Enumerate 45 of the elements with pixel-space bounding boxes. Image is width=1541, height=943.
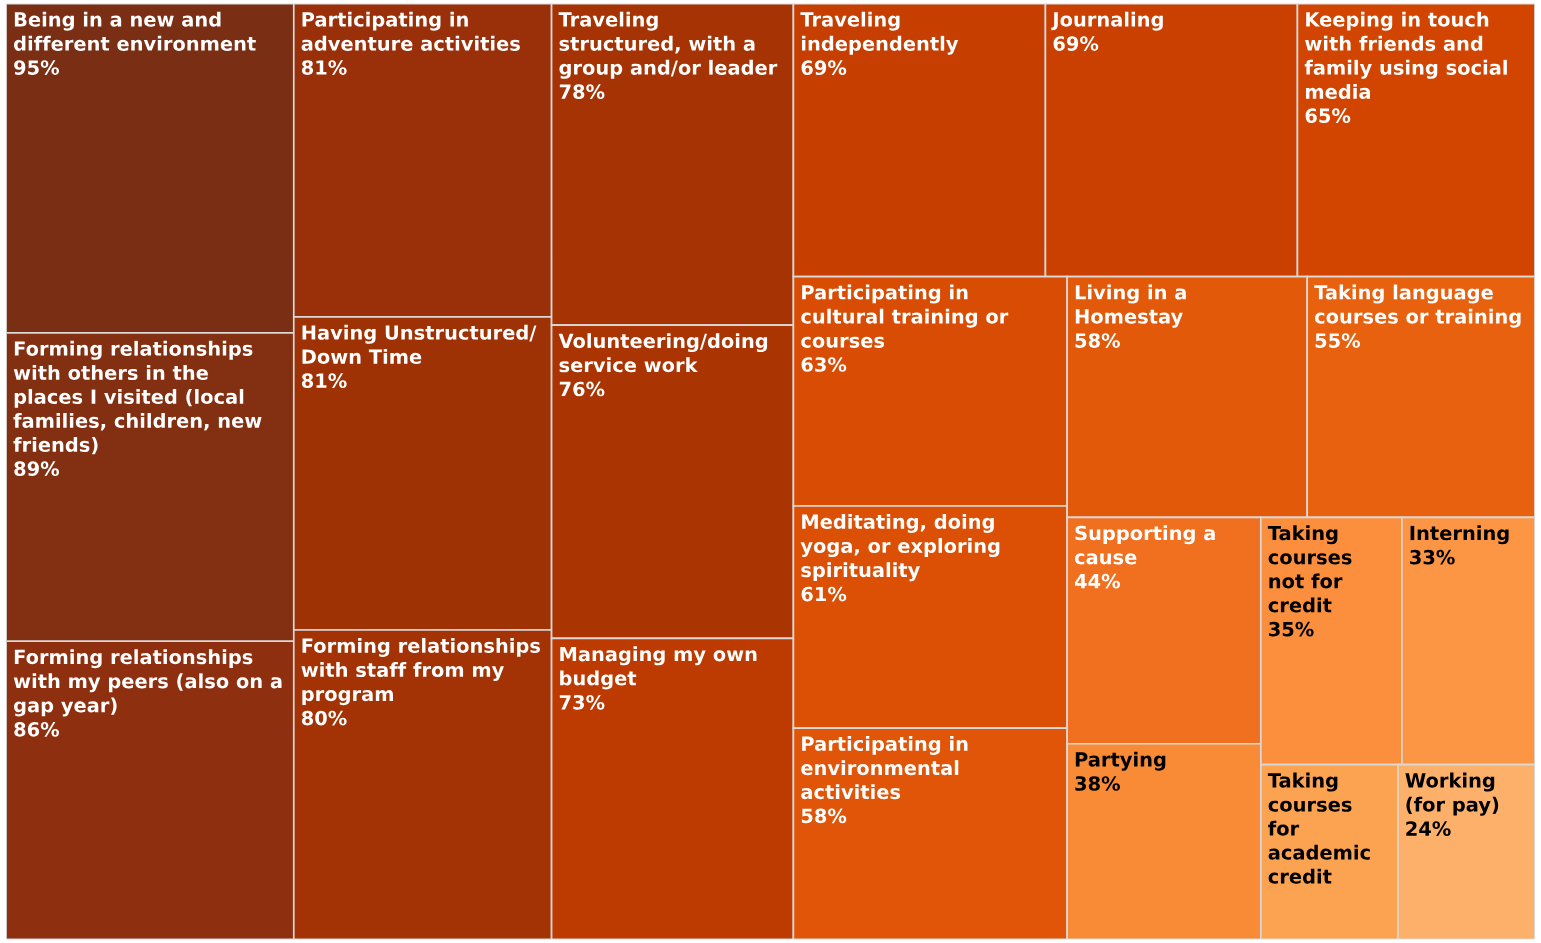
category-label: Participating in adventure activities (301, 11, 520, 51)
data-label: 63% (801, 357, 847, 372)
data-label: 33% (1410, 549, 1455, 565)
data-label: 69% (1053, 36, 1099, 51)
category-label: Keeping in touch with friends and family using social media (1304, 11, 1507, 100)
data-label: 78% (559, 84, 605, 100)
category-label: Interning (1410, 525, 1509, 545)
category-label: Taking courses not for credit (1267, 525, 1352, 613)
category-label: Traveling independently (800, 11, 959, 55)
data-label: 89% (14, 461, 60, 476)
data-label: 73% (559, 694, 605, 710)
category-label: Forming relationships with my peers (also on a gap year) (13, 649, 282, 717)
data-label: 61% (801, 586, 847, 602)
category-label: Taking courses for academic credit (1267, 772, 1370, 884)
category-label: Working (for pay) (1405, 772, 1499, 816)
data-label: 65% (1305, 108, 1351, 124)
category-label: Traveling structured, with a group and/or leader (558, 11, 778, 79)
category-label: Volunteering/doing service work (558, 333, 768, 373)
category-label: Living in a Homestay (1075, 284, 1186, 328)
category-label: Meditating, doing yoga, or exploring spirituality (800, 513, 1000, 582)
data-label: 81% (301, 373, 347, 388)
category-label: Forming relationships with others in the places I visited (local families, children, new friends) (13, 340, 262, 455)
category-label: Participating in cultural training or courses (801, 284, 1009, 348)
data-label: 58% (801, 808, 847, 824)
data-label: 44% (1074, 573, 1120, 589)
category-label: Supporting a cause (1074, 525, 1215, 565)
category-label: Having Unstructured/ Down Time (302, 324, 537, 365)
data-label: 69% (801, 60, 847, 76)
data-label: 35% (1269, 621, 1314, 637)
category-label: Journaling (1051, 11, 1163, 31)
data-label: 55% (1315, 333, 1361, 348)
category-label: Taking language courses or training (1314, 284, 1521, 328)
category-label: Managing my own budget (560, 646, 757, 690)
data-label: 76% (559, 381, 605, 397)
data-label: 58% (1075, 333, 1120, 348)
data-label: 80% (301, 710, 347, 726)
data-label: 81% (301, 60, 347, 75)
data-label: 38% (1075, 776, 1120, 791)
data-label: 95% (14, 60, 60, 75)
category-label: Partying (1075, 751, 1166, 771)
data-label: 24% (1406, 821, 1451, 836)
category-label: Forming relationships with staff from my program (301, 637, 541, 706)
category-label: Participating in environmental activities (801, 736, 968, 800)
data-label: 86% (14, 721, 60, 737)
category-label: Being in a new and different environment (13, 11, 256, 51)
